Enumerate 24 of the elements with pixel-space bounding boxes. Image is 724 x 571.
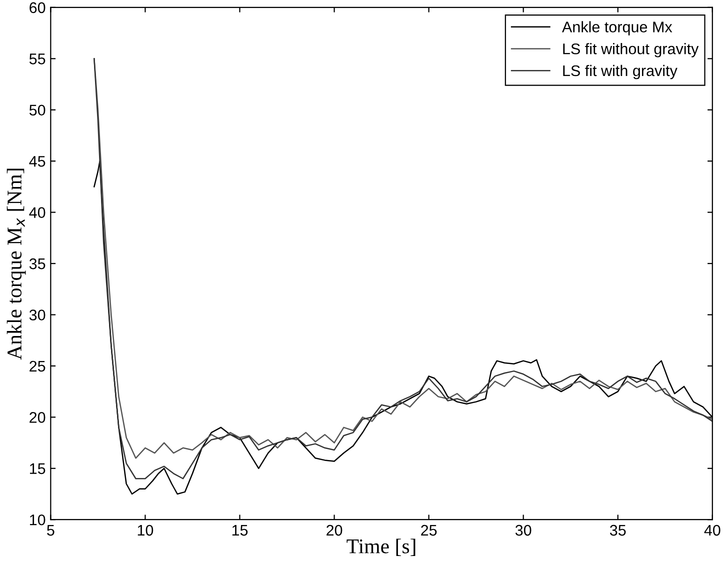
x-axis-title: Time [s]: [346, 538, 416, 556]
x-tick-label: 10: [138, 524, 154, 536]
x-tick-label: 40: [704, 524, 720, 536]
x-tick-label: 20: [326, 524, 342, 536]
y-tick-label: 25: [30, 360, 46, 372]
y-tick-label: 10: [30, 514, 46, 526]
x-tick-label: 35: [610, 524, 626, 536]
y-tick-label: 30: [29, 310, 46, 320]
y-tick-label: 45: [29, 156, 46, 167]
x-tick-label: 5: [47, 525, 54, 536]
legend-label: LS fit without gravity: [563, 43, 699, 58]
y-tick-label: 50: [29, 104, 46, 116]
y-tick-label: 55: [29, 54, 46, 64]
y-tick-label: 20: [30, 412, 46, 423]
y-tick-label: 15: [30, 463, 46, 474]
y-axis-title: Ankle torque M$_{x}$ [Nm]: [6, 168, 26, 360]
y-tick-label: 40: [29, 207, 46, 218]
y-tick-label: 60: [30, 2, 46, 14]
x-tick-label: 30: [515, 524, 532, 536]
x-tick-label: 25: [421, 524, 437, 536]
x-tick-label: 15: [232, 525, 248, 536]
legend-label: LS fit with gravity: [563, 64, 678, 80]
legend-label: Ankle torque Mx: [562, 21, 672, 36]
y-tick-label: 35: [29, 258, 46, 270]
